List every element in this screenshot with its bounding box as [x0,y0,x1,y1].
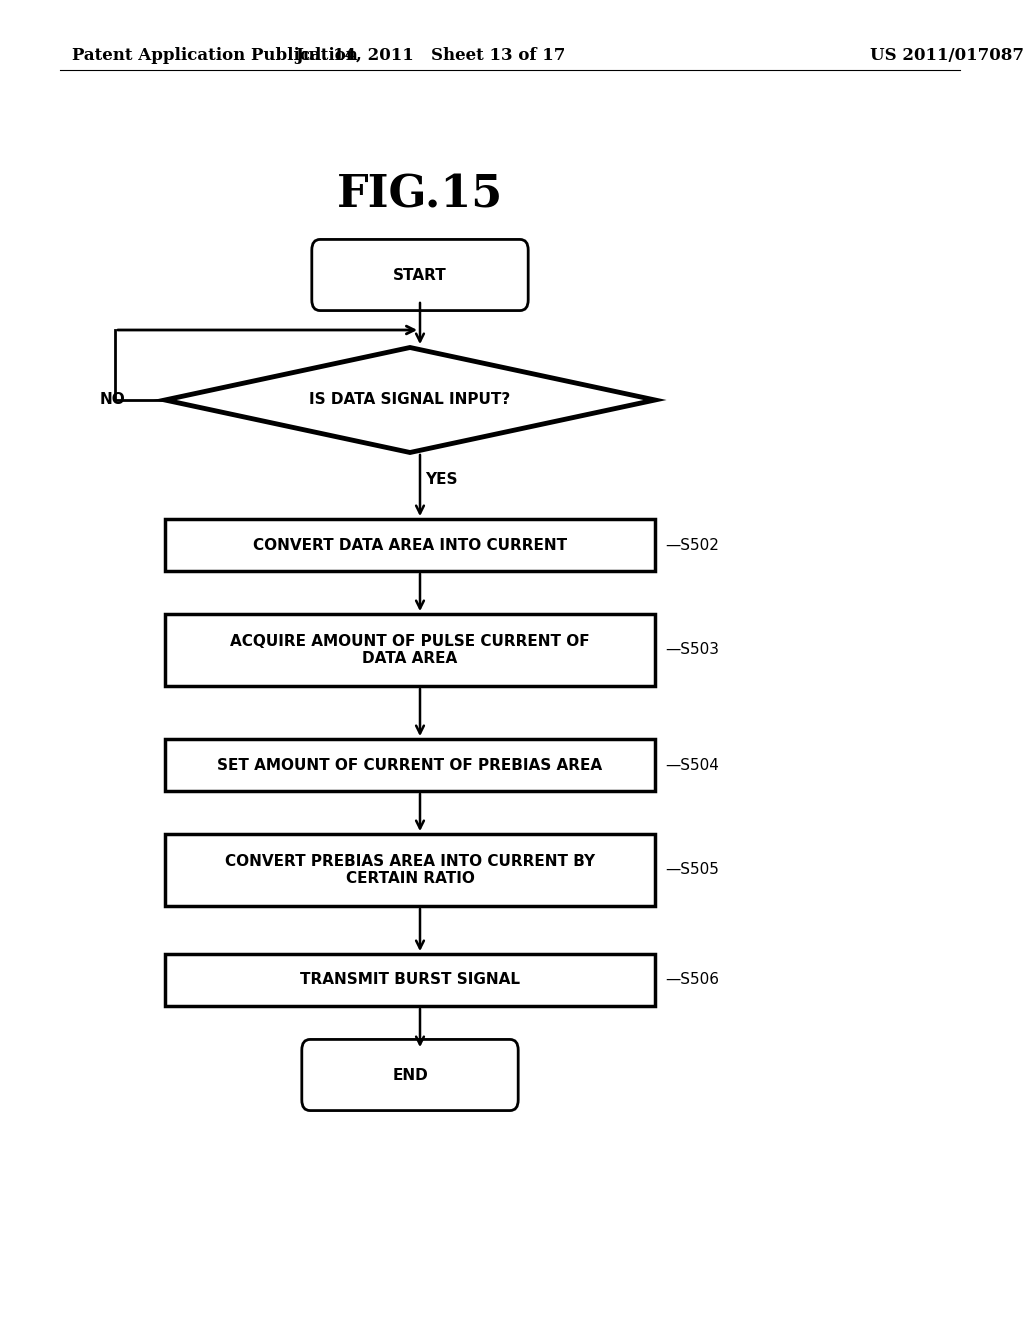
Text: Patent Application Publication: Patent Application Publication [72,46,357,63]
Text: ACQUIRE AMOUNT OF PULSE CURRENT OF
DATA AREA: ACQUIRE AMOUNT OF PULSE CURRENT OF DATA … [230,634,590,667]
Text: US 2011/0170874 A1: US 2011/0170874 A1 [870,46,1024,63]
Bar [165,519,655,572]
Text: Jul. 14, 2011   Sheet 13 of 17: Jul. 14, 2011 Sheet 13 of 17 [295,46,565,63]
Polygon shape [165,347,655,453]
FancyBboxPatch shape [302,1039,518,1110]
Text: —S504: —S504 [666,758,719,772]
Bar [165,739,655,791]
FancyBboxPatch shape [311,239,528,310]
Text: —S502: —S502 [666,537,719,553]
Text: CONVERT PREBIAS AREA INTO CURRENT BY
CERTAIN RATIO: CONVERT PREBIAS AREA INTO CURRENT BY CER… [225,854,595,886]
Text: END: END [392,1068,428,1082]
Text: —S505: —S505 [666,862,719,878]
Text: TRANSMIT BURST SIGNAL: TRANSMIT BURST SIGNAL [300,973,520,987]
Text: CONVERT DATA AREA INTO CURRENT: CONVERT DATA AREA INTO CURRENT [253,537,567,553]
Text: IS DATA SIGNAL INPUT?: IS DATA SIGNAL INPUT? [309,392,511,408]
Text: FIG.15: FIG.15 [337,173,503,216]
Text: SET AMOUNT OF CURRENT OF PREBIAS AREA: SET AMOUNT OF CURRENT OF PREBIAS AREA [217,758,602,772]
Text: YES: YES [425,473,458,487]
Bar [165,834,655,906]
Text: NO: NO [99,392,125,408]
Text: START: START [393,268,446,282]
Text: —S506: —S506 [666,973,719,987]
Bar [165,954,655,1006]
Text: —S503: —S503 [666,643,719,657]
Bar [165,614,655,686]
